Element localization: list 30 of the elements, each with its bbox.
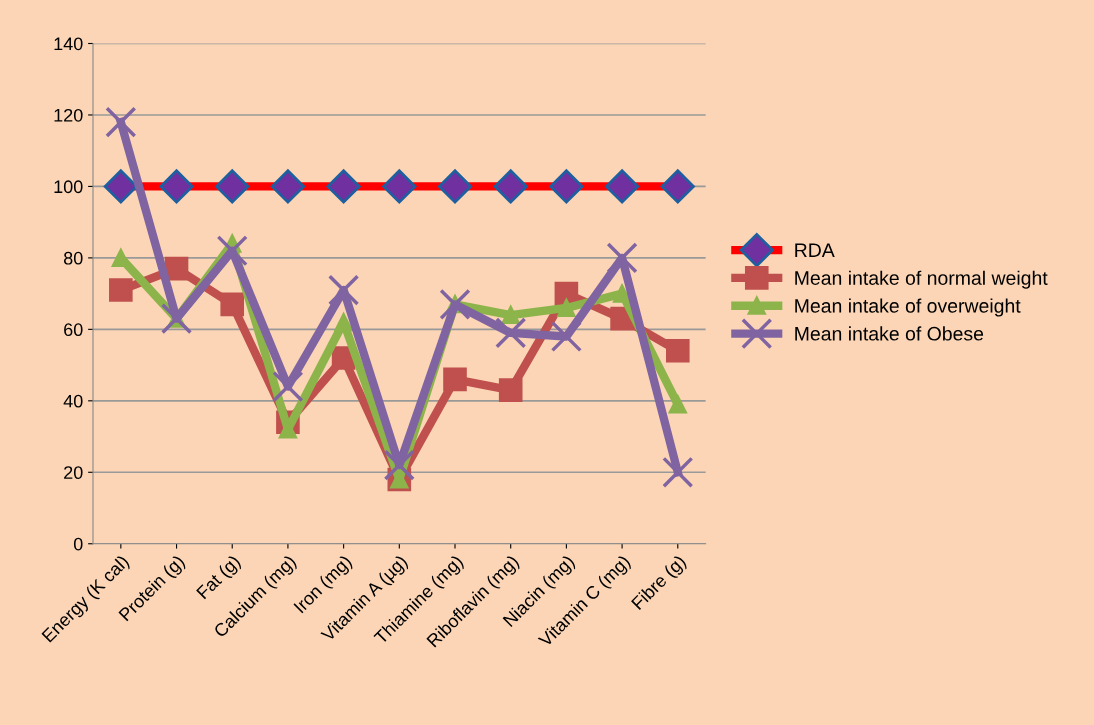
point [665,338,690,363]
point [498,378,523,402]
point [557,298,576,317]
legend-label: Mean intake of overweight [795,298,1021,317]
point [272,370,304,403]
legend-label: Mean intake of normal weight [795,270,1048,289]
point [550,320,583,353]
y-tick-label: 140 [54,37,83,51]
y-tick-label: 40 [63,394,83,408]
point [668,395,687,414]
y-tick-label: 120 [54,108,83,122]
point [334,313,353,332]
point [109,278,133,302]
y-tick-label: 80 [63,251,83,265]
legend-label: RDA [795,243,835,257]
y-tick-label: 100 [54,180,83,194]
point [220,292,245,317]
y-tick-label: 60 [64,323,83,337]
point [606,242,638,274]
y-tick-label: 0 [73,537,83,551]
point [501,306,520,325]
point [495,317,527,349]
point [327,274,360,306]
point [443,367,467,392]
y-tick-label: 20 [64,466,83,480]
point [383,449,415,481]
point [662,456,694,488]
point [105,106,137,138]
legend-label: Mean intake of Obese [795,326,984,341]
point [216,235,248,267]
